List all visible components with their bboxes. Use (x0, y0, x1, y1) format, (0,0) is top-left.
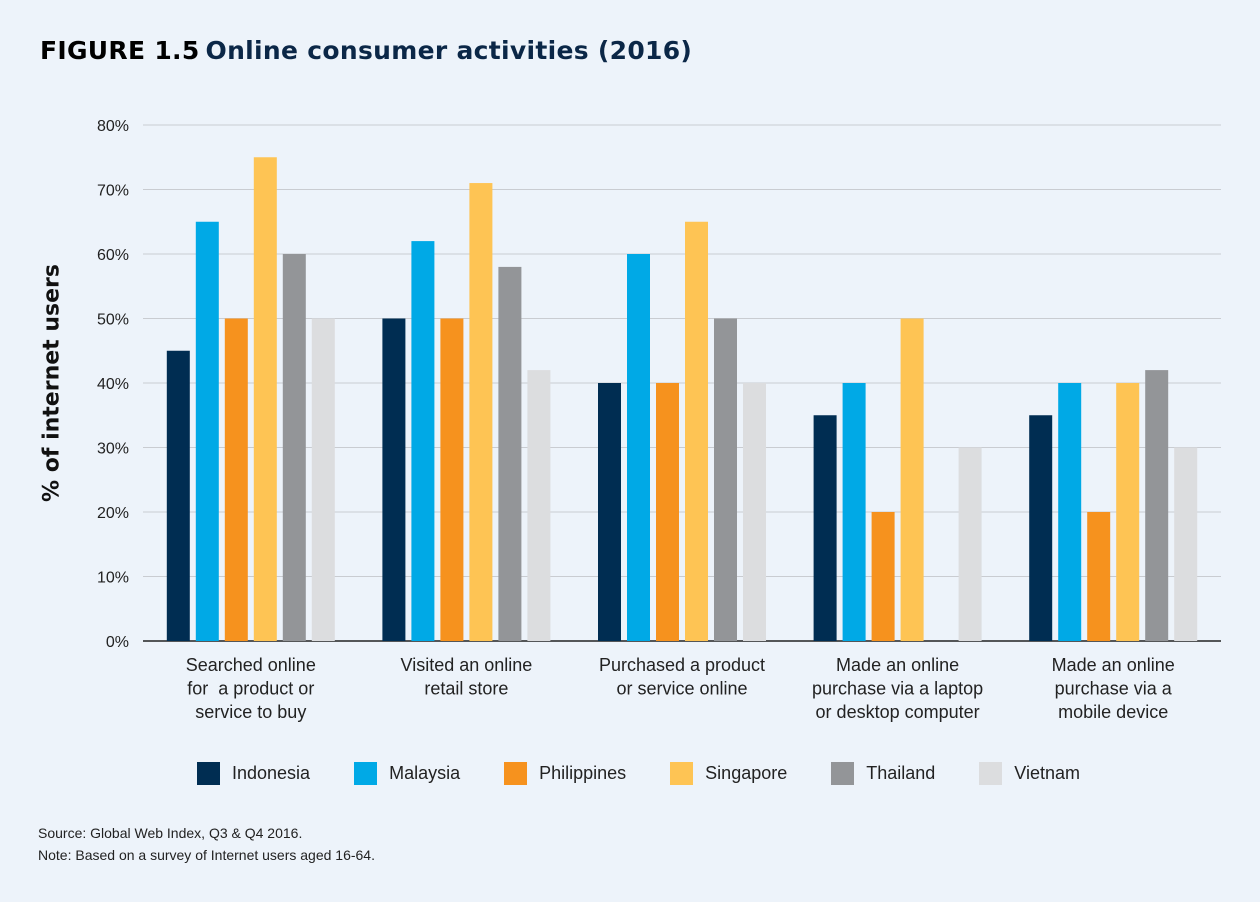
bar-vietnam (958, 447, 982, 641)
bar-singapore (900, 318, 924, 641)
bar-thailand (282, 254, 306, 641)
legend-item-indonesia: Indonesia (197, 762, 310, 785)
legend-item-philippines: Philippines (504, 762, 626, 785)
legend-swatch (197, 762, 220, 785)
x-category-label: Made an online (836, 655, 959, 675)
figure-number: FIGURE 1.5 (40, 36, 200, 65)
y-tick-label: 30% (97, 441, 129, 458)
x-category-label: service to buy (195, 702, 306, 722)
bar-thailand (714, 318, 737, 641)
bar-vietnam (743, 383, 766, 641)
chart-legend: Indonesia Malaysia Philippines Singapore Tha… (197, 762, 1124, 785)
y-tick-label: 60% (97, 247, 129, 264)
x-category-label: Made an online (1052, 655, 1175, 675)
legend-item-malaysia: Malaysia (354, 762, 460, 785)
bar-vietnam (311, 318, 335, 641)
bar-philippines (656, 383, 679, 641)
bar-vietnam (1174, 447, 1198, 641)
y-tick-label: 0% (106, 634, 129, 651)
legend-swatch (831, 762, 855, 785)
bar-indonesia (382, 318, 406, 641)
bar-chart: 0% 10% 20% 30% 40% 50% 60% 70% 80% Searched onlin… (97, 118, 1221, 722)
y-tick-label: 80% (97, 118, 129, 135)
legend-label: Singapore (705, 763, 788, 783)
legend-swatch (354, 762, 378, 785)
legend-label: Malaysia (389, 763, 461, 783)
figure-title-text: Online consumer activities (2016) (205, 36, 693, 65)
legend-swatch (979, 762, 1003, 785)
y-tick-label: 70% (97, 183, 129, 200)
x-category-label: purchase via a (1055, 679, 1173, 699)
legend-item-vietnam: Vietnam (979, 762, 1080, 785)
bar-philippines (871, 512, 895, 641)
survey-note: Note: Based on a survey of Internet user… (38, 847, 375, 863)
bar-thailand (1145, 370, 1169, 641)
bar-indonesia (598, 383, 621, 641)
y-tick-label: 20% (97, 505, 129, 522)
bar-indonesia (1029, 415, 1053, 641)
bar-malaysia (627, 254, 650, 641)
y-tick-label: 10% (97, 570, 129, 587)
x-category-label: Visited an online (401, 655, 533, 675)
x-category-label: Searched online (186, 655, 316, 675)
chart-notes: Source: Global Web Index, Q3 & Q4 2016. … (38, 822, 375, 866)
legend-label: Thailand (866, 763, 936, 783)
bar-indonesia (813, 415, 837, 641)
bar-singapore (253, 157, 277, 641)
bar-thailand (498, 266, 522, 641)
bar-singapore (1116, 383, 1140, 641)
legend-item-singapore: Singapore (670, 762, 787, 785)
x-category-label: Purchased a product (599, 655, 765, 675)
legend-label: Indonesia (232, 763, 311, 783)
x-category-label: retail store (424, 679, 508, 699)
y-tick-label: 40% (97, 376, 129, 393)
x-category-label: mobile device (1058, 702, 1168, 722)
figure-title: FIGURE 1.5 Online consumer activities (20… (40, 36, 692, 65)
x-category-label: or desktop computer (816, 702, 980, 722)
bar-philippines (224, 318, 248, 641)
legend-label: Vietnam (1014, 763, 1081, 783)
x-category-label: for a product or (187, 679, 314, 699)
x-category-label: purchase via a laptop (812, 679, 983, 699)
bar-philippines (440, 318, 464, 641)
y-tick-label: 50% (97, 312, 129, 329)
bar-indonesia (166, 350, 190, 641)
x-category-label: or service online (616, 679, 747, 699)
legend-label: Philippines (539, 763, 627, 783)
bar-malaysia (1058, 383, 1082, 641)
bar-philippines (1087, 512, 1111, 641)
bar-singapore (469, 183, 493, 642)
bar-malaysia (195, 221, 219, 641)
legend-item-thailand: Thailand (831, 762, 935, 785)
bar-malaysia (842, 383, 866, 641)
source-note: Source: Global Web Index, Q3 & Q4 2016. (38, 825, 303, 841)
legend-swatch (670, 762, 694, 785)
bar-vietnam (527, 370, 551, 641)
legend-swatch (504, 762, 528, 785)
bar-singapore (685, 221, 708, 641)
bar-malaysia (411, 241, 435, 641)
